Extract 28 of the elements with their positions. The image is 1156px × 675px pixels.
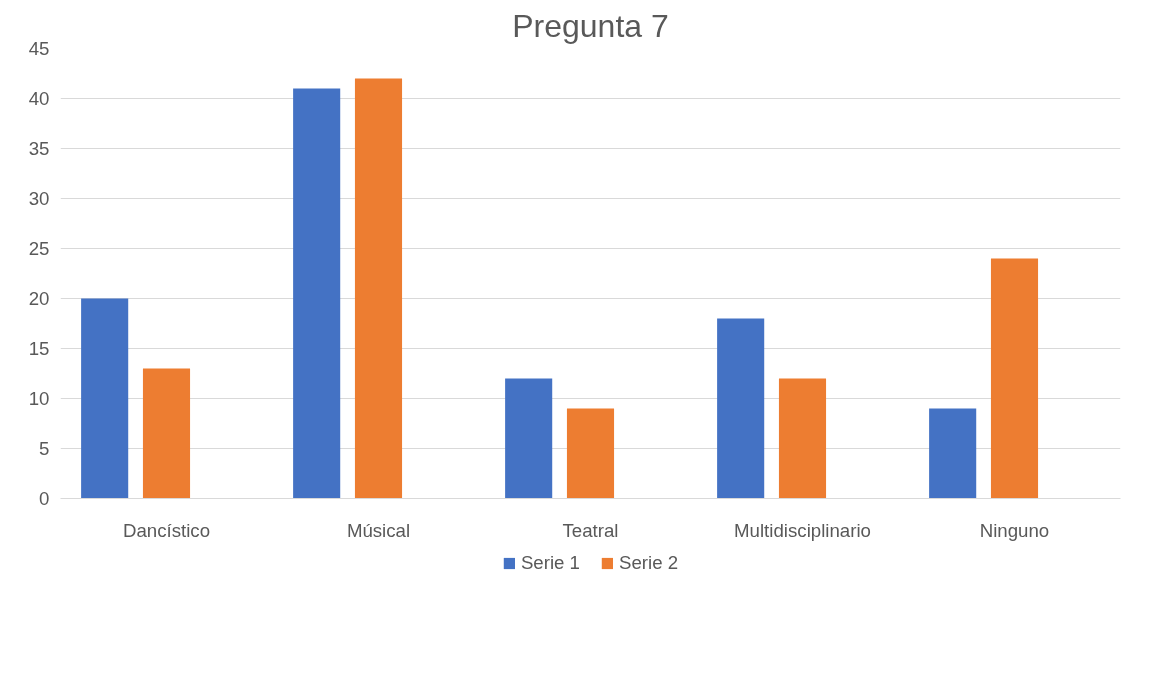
y-tick-label: 20 — [28, 288, 50, 309]
bar — [717, 318, 765, 499]
legend-label: Serie 2 — [619, 552, 679, 574]
bar — [990, 258, 1039, 499]
y-tick-label: 45 — [28, 38, 50, 59]
bar — [81, 298, 129, 499]
bar — [778, 378, 827, 499]
y-tick-label: 30 — [28, 188, 50, 209]
bar — [354, 78, 403, 499]
bar — [293, 88, 341, 499]
bar — [505, 378, 553, 499]
chart-title: Pregunta 7 — [512, 7, 669, 44]
y-tick-label: 10 — [28, 388, 50, 409]
y-tick-label: 5 — [39, 438, 50, 459]
x-tick-label: Ninguno — [979, 519, 1050, 541]
y-tick-label: 15 — [28, 338, 50, 359]
bar — [142, 368, 191, 499]
x-tick-label: Músical — [346, 519, 411, 541]
x-tick-label: Multidisciplinario — [734, 519, 871, 541]
y-tick-label: 25 — [28, 238, 50, 259]
bar — [566, 408, 615, 499]
x-tick-label: Teatral — [562, 519, 619, 541]
y-tick-label: 35 — [28, 138, 50, 159]
bar — [929, 408, 977, 499]
y-tick-label: 40 — [28, 88, 50, 109]
x-tick-label: Dancístico — [122, 519, 211, 541]
y-tick-label: 0 — [39, 488, 50, 509]
legend-label: Serie 1 — [520, 552, 580, 574]
